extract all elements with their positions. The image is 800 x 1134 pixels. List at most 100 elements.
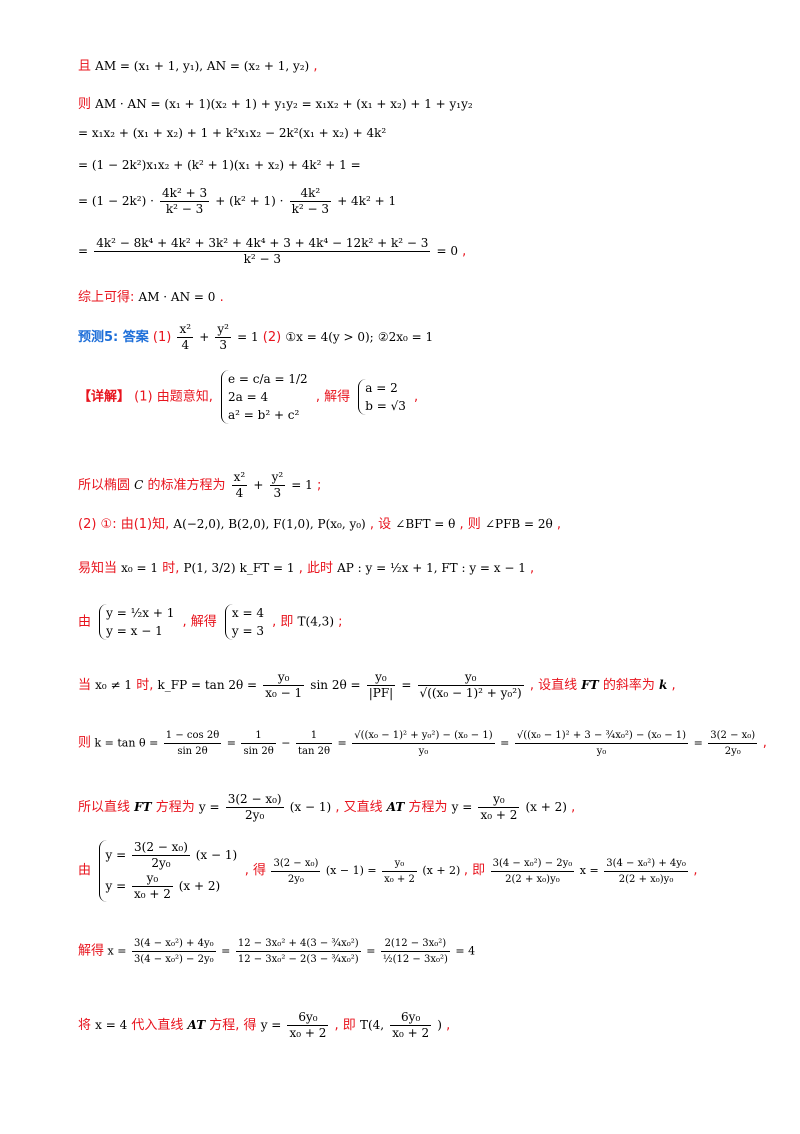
text-part: , 设直线 — [529, 678, 578, 693]
text-part: , 即 — [334, 1018, 356, 1033]
fraction: 3(4 − x₀²) + 4y₀ 2(2 + x₀)y₀ — [604, 856, 688, 887]
text-part: 由 — [78, 863, 92, 878]
system-row: e = c/a = 1/2 — [227, 372, 308, 386]
numerator: 3(4 − x₀²) − 2y₀ — [490, 856, 575, 872]
math-part: (x − 1) = — [325, 864, 377, 877]
fraction: 4k² k² − 3 — [289, 186, 332, 217]
math-part: = — [366, 944, 376, 958]
math-conclusion: AM · AN = 0 — [138, 290, 216, 304]
denominator: x₀ + 2 — [480, 808, 518, 822]
denominator: 3 — [219, 338, 228, 352]
punct: , — [414, 389, 419, 405]
math-part: (x + 2) — [422, 864, 461, 877]
text-part: 解得 — [78, 943, 105, 959]
denominator: sin 2θ — [177, 746, 208, 757]
answer-label: 预测5: 答案 — [78, 330, 149, 345]
numerator: 4k² − 8k⁴ + 4k² + 3k² + 4k⁴ + 3 + 4k⁴ − … — [94, 236, 431, 252]
text-part: 方程为 — [155, 800, 195, 815]
numerator: √((x₀ − 1)² + y₀²) − (x₀ − 1) — [352, 728, 495, 744]
text-part: , 即 — [272, 614, 294, 630]
text-part: 将 — [78, 1018, 92, 1033]
denominator: ½(12 − 3x₀²) — [382, 954, 448, 965]
text-part: 方程为 — [408, 800, 448, 815]
fraction: √((x₀ − 1)² + y₀²) − (x₀ − 1) y₀ — [352, 728, 495, 759]
math-part: + 4k² + 1 — [337, 194, 397, 208]
punct: , — [556, 517, 562, 532]
math-part: = — [693, 736, 703, 750]
math-part: y = — [105, 879, 127, 893]
numerator: 12 − 3x₀² + 4(3 − ¾x₀²) — [235, 936, 361, 952]
numerator: 1 − cos 2θ — [163, 728, 222, 744]
system-row: y = ½x + 1 — [106, 606, 175, 620]
denominator: 2y₀ — [151, 856, 171, 870]
numerator: x² — [177, 322, 194, 338]
punct: , — [313, 59, 318, 74]
math-part: AP : y = ½x + 1, FT : y = x − 1 — [337, 561, 526, 575]
punct: . — [219, 290, 224, 305]
denominator: x₀ + 2 — [384, 873, 415, 885]
numerator: y₀ — [263, 670, 305, 686]
numerator: x² — [231, 470, 248, 486]
text-part: 易知当 — [78, 561, 118, 576]
text-part: 代入直线 — [131, 1018, 184, 1033]
text-part: 时, — [136, 678, 154, 693]
system-row: y = x − 1 — [106, 624, 163, 638]
solution-system: x = 4 y = 3 — [224, 604, 264, 640]
numerator: 4k² — [289, 186, 332, 202]
numerator: y₀ — [382, 856, 417, 872]
numerator: y² — [215, 322, 231, 338]
denominator: y₀ — [596, 746, 607, 757]
math-part: AT — [386, 800, 405, 814]
math-part: (x + 2) — [525, 800, 567, 814]
denominator: 12 − 3x₀² − 2(3 − ¾x₀²) — [237, 954, 359, 965]
numerator: 3(2 − x₀) — [708, 728, 758, 744]
text-ze: 则 — [78, 97, 92, 112]
equation-system: y = ½x + 1 y = x − 1 — [99, 604, 174, 640]
denominator: 2(2 + x₀)y₀ — [618, 873, 674, 885]
numerator: y² — [269, 470, 286, 486]
punct: , — [530, 561, 535, 576]
math-part: = 1 — [291, 478, 313, 492]
math-part: = 0 — [436, 244, 459, 258]
system-row: y = 3(2 − x₀) 2y₀ (x − 1) — [106, 840, 238, 871]
denominator: x₀ + 2 — [392, 1026, 430, 1040]
fraction: y₀ x₀ − 1 — [263, 670, 305, 701]
numerator: 1 — [241, 728, 276, 744]
math-part: y = — [451, 800, 473, 814]
fraction: y₀ x₀ + 2 — [382, 856, 417, 887]
fraction: 3(4 − x₀²) − 2y₀ 2(2 + x₀)y₀ — [490, 856, 575, 887]
math-part: = — [221, 944, 231, 958]
system-row: b = √3 — [365, 399, 406, 413]
math-part: FT — [581, 678, 599, 692]
punct: , — [462, 244, 467, 259]
system-row: a = 2 — [365, 381, 398, 395]
denominator: k² − 3 — [243, 252, 281, 266]
fraction: 3(2 − x₀) 2y₀ — [271, 856, 321, 887]
text-part: 所以直线 — [78, 800, 131, 815]
denominator: √((x₀ − 1)² + y₀²) — [419, 686, 522, 700]
line-expand-2: = (1 − 2k²)x₁x₂ + (k² + 1)(x₁ + x₂) + 4k… — [78, 157, 361, 174]
denominator: 2y₀ — [287, 873, 304, 885]
math-dot-product: AM · AN = (x₁ + 1)(x₂ + 1) + y₁y₂ = x₁x₂… — [95, 97, 473, 111]
math-part: x = — [107, 944, 127, 958]
line-expand-1: = x₁x₂ + (x₁ + x₂) + 1 + k²x₁x₂ − 2k²(x₁… — [78, 125, 386, 142]
punct: , — [693, 863, 698, 878]
punct: , — [671, 678, 676, 693]
numerator: √((x₀ − 1)² + 3 − ¾x₀²) − (x₀ − 1) — [514, 728, 689, 744]
math-part: + — [199, 330, 210, 344]
line-solve-T: 由 y = ½x + 1 y = x − 1 , 解得 x = 4 y = 3 … — [78, 604, 343, 640]
fraction: 4k² + 3 k² − 3 — [160, 186, 210, 217]
line-answer-header: 预测5: 答案 (1) x² 4 + y² 3 = 1 (2) ①x = 4(y >… — [78, 322, 433, 353]
denominator: 3 — [273, 486, 282, 500]
denominator: 4 — [235, 486, 244, 500]
denominator: x₀ − 1 — [265, 686, 303, 700]
denominator: 2y₀ — [245, 808, 265, 822]
math-part: x = — [579, 864, 599, 877]
math-part: T(4, — [359, 1018, 385, 1032]
text-qie: 且 — [78, 59, 92, 74]
line-ellipse-eq: 所以椭圆 C 的标准方程为 x² 4 + y² 3 = 1 ; — [78, 470, 321, 501]
fraction: 3(4 − x₀²) + 4y₀ 3(4 − x₀²) − 2y₀ — [131, 936, 216, 967]
math-part: ∠BFT = θ — [395, 517, 456, 531]
math-part: T(4,3) — [297, 614, 334, 629]
math-part: FT — [134, 800, 152, 814]
